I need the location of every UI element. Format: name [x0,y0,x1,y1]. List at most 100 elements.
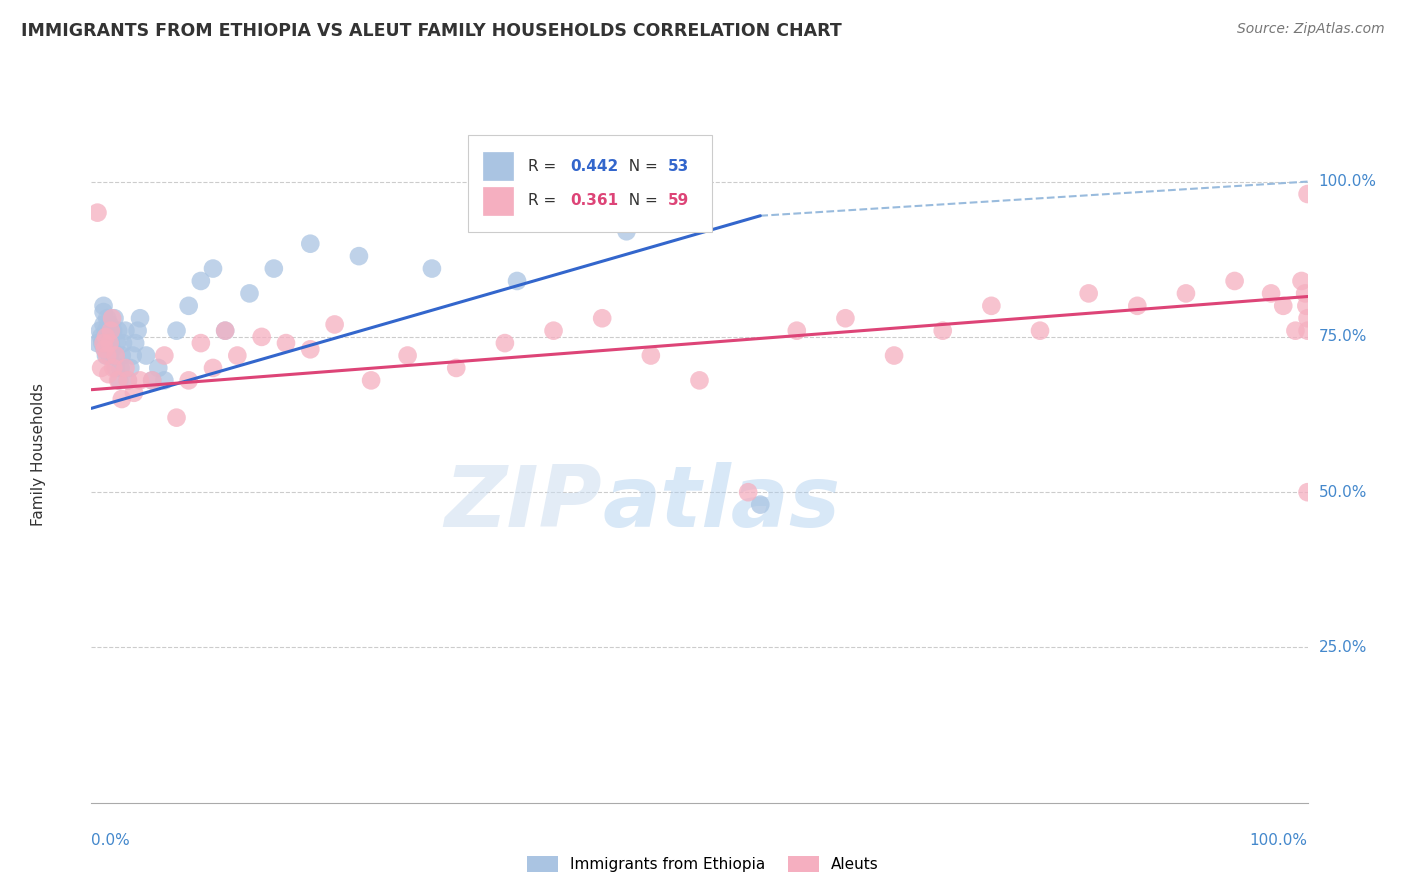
Point [444,361,467,376]
Point [122,385,145,400]
Text: R =: R = [529,159,561,174]
Text: IMMIGRANTS FROM ETHIOPIA VS ALEUT FAMILY HOUSEHOLDS CORRELATION CHART: IMMIGRANTS FROM ETHIOPIA VS ALEUT FAMILY… [21,22,842,40]
Point [93,305,115,319]
Point [100,324,122,338]
Bar [484,153,513,180]
Point [86,205,108,219]
Point [117,373,139,387]
Text: 53: 53 [668,159,689,174]
Point [111,392,134,406]
Point [91,336,114,351]
Point [96,336,118,351]
Text: 59: 59 [668,194,689,209]
Point [104,361,127,376]
Point [190,274,212,288]
Point [1296,187,1319,202]
Text: Family Households: Family Households [31,384,46,526]
Point [1284,324,1306,338]
Point [543,324,565,338]
Text: 0.0%: 0.0% [91,833,131,848]
Point [347,249,370,263]
Point [135,349,157,363]
Point [94,343,117,357]
Point [737,485,759,500]
Point [98,318,121,332]
Point [177,373,200,387]
Point [107,324,129,338]
Point [94,324,117,338]
Point [120,361,142,376]
Point [980,299,1002,313]
Point [591,311,613,326]
Point [396,349,419,363]
Text: 75.0%: 75.0% [1319,329,1367,344]
Point [166,324,188,338]
Text: R =: R = [529,194,561,209]
Point [616,224,638,238]
Point [1223,274,1246,288]
Point [97,324,120,338]
Point [786,324,808,338]
Text: 25.0%: 25.0% [1319,640,1367,655]
Point [688,373,710,387]
Point [114,361,136,376]
Point [108,373,131,387]
Point [94,349,117,363]
Point [127,324,149,338]
Point [153,349,176,363]
Point [90,361,112,376]
Point [103,361,125,376]
Point [202,261,225,276]
Point [214,324,236,338]
Point [749,498,772,512]
Point [153,373,176,387]
Point [141,373,163,387]
Text: 0.361: 0.361 [571,194,619,209]
Point [250,330,273,344]
Point [100,336,122,351]
Point [98,349,121,363]
Text: N =: N = [619,194,662,209]
Point [226,349,249,363]
Point [323,318,346,332]
Point [117,373,139,387]
Point [89,324,111,338]
Point [1029,324,1052,338]
Point [94,330,117,344]
Point [129,311,152,326]
Point [190,336,212,351]
Point [101,311,124,326]
Point [86,336,108,351]
Point [883,349,905,363]
Point [1296,324,1319,338]
Point [96,311,118,326]
Point [104,349,127,363]
Point [238,286,260,301]
Point [420,261,443,276]
Text: ZIP: ZIP [444,462,602,545]
Point [494,336,516,351]
Point [1294,286,1316,301]
Text: 50.0%: 50.0% [1319,484,1367,500]
Point [834,311,856,326]
Point [931,324,953,338]
Point [166,410,188,425]
Text: N =: N = [619,159,662,174]
Point [96,349,118,363]
Point [129,373,152,387]
Point [177,299,200,313]
Point [263,261,285,276]
Point [103,324,125,338]
Point [93,336,115,351]
Point [1295,299,1317,313]
Point [93,318,115,332]
Point [506,274,529,288]
Point [141,373,163,387]
Point [111,349,134,363]
Point [1175,286,1198,301]
Point [94,343,117,357]
Point [1260,286,1282,301]
Point [1126,299,1149,313]
Point [1296,485,1319,500]
Point [202,361,225,376]
